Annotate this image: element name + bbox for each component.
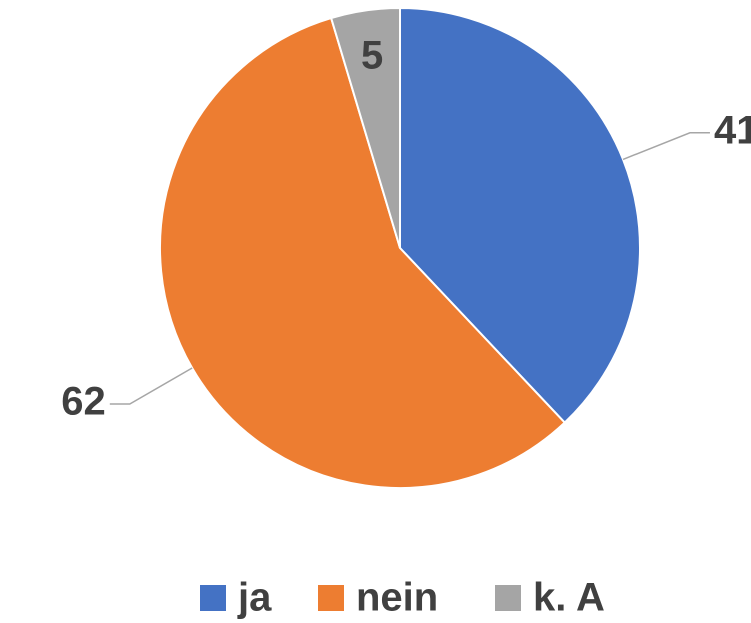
legend-label: ja — [237, 576, 272, 620]
data-label: 5 — [361, 34, 383, 78]
pie-slice — [159, 16, 567, 489]
legend-label: nein — [356, 576, 438, 620]
data-label: 62 — [61, 380, 106, 424]
pie-slice — [329, 6, 401, 249]
leader-line — [622, 132, 710, 161]
leader-line — [109, 367, 193, 405]
pie-slice — [399, 6, 641, 424]
legend-label: k. A — [533, 576, 605, 620]
legend-swatch — [318, 585, 344, 611]
data-label: 41 — [714, 108, 751, 152]
legend-swatch — [200, 585, 226, 611]
legend-swatch — [495, 585, 521, 611]
